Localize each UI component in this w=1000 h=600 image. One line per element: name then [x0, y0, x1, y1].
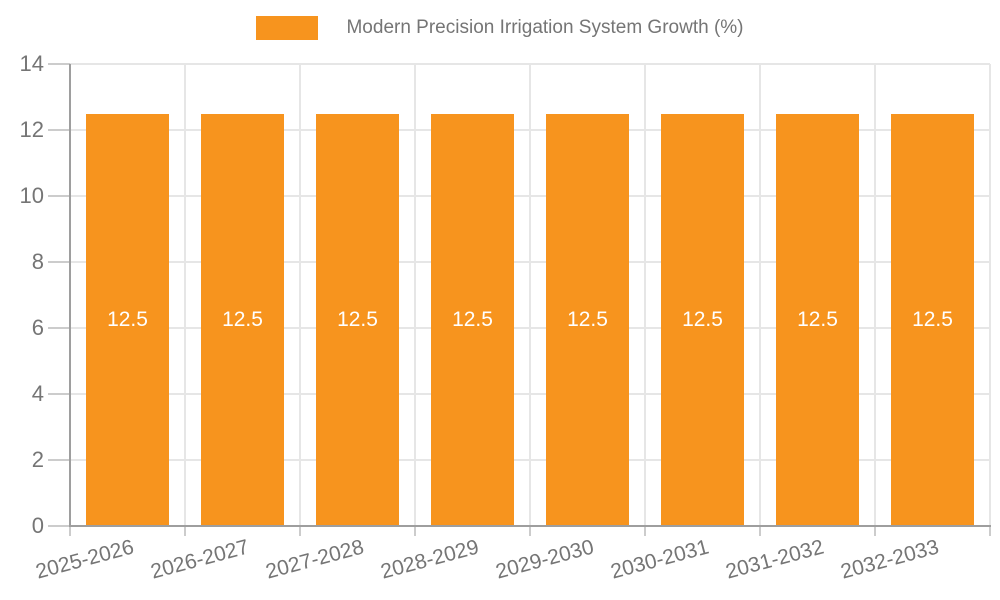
gridline-vertical	[414, 64, 416, 526]
bar-value-label: 12.5	[452, 307, 493, 331]
bar-value-label: 12.5	[107, 307, 148, 331]
x-axis-tick	[759, 527, 761, 536]
gridline-vertical	[989, 64, 991, 526]
gridline-vertical	[874, 64, 876, 526]
bar	[546, 113, 629, 526]
x-axis-baseline	[69, 525, 991, 527]
y-axis-tick-label: 12	[19, 117, 44, 142]
y-axis-tick-label: 4	[31, 381, 44, 406]
x-axis-tick-label: 2027-2028	[263, 535, 367, 584]
bar-value-label: 12.5	[682, 307, 723, 331]
bar-value-label: 12.5	[337, 307, 378, 331]
x-axis-tick-label: 2028-2029	[378, 535, 482, 584]
bar	[316, 113, 399, 526]
bar-value-label: 12.5	[912, 307, 953, 331]
x-axis-tick	[989, 527, 991, 536]
bar-value-label: 12.5	[567, 307, 608, 331]
y-axis-tick-label: 0	[31, 513, 44, 538]
bar	[86, 113, 169, 526]
y-axis-tick-label: 10	[19, 183, 44, 208]
y-axis-tick	[48, 393, 70, 395]
x-axis-tick	[414, 527, 416, 536]
x-axis-tick-label: 2025-2026	[33, 535, 137, 584]
bar-value-label: 12.5	[797, 307, 838, 331]
y-axis-tick-label: 6	[31, 315, 44, 340]
bar	[891, 113, 974, 526]
y-axis-tick	[48, 129, 70, 131]
legend-swatch-icon	[256, 16, 319, 40]
y-axis-tick	[48, 261, 70, 263]
chart-legend: Modern Precision Irrigation System Growt…	[0, 16, 1000, 40]
gridline-vertical	[529, 64, 531, 526]
x-axis-tick-label: 2030-2031	[608, 535, 712, 584]
legend-item[interactable]: Modern Precision Irrigation System Growt…	[256, 16, 744, 40]
x-axis-tick-label: 2029-2030	[493, 535, 597, 584]
x-axis-tick	[69, 527, 71, 536]
bar-value-label: 12.5	[222, 307, 263, 331]
gridline-vertical	[299, 64, 301, 526]
x-axis-tick-label: 2031-2032	[723, 535, 827, 584]
y-axis-tick-label: 8	[31, 249, 44, 274]
gridline-vertical	[184, 64, 186, 526]
x-axis-tick	[874, 527, 876, 536]
y-axis-tick	[48, 459, 70, 461]
gridline-vertical	[644, 64, 646, 526]
bar	[661, 113, 744, 526]
bar	[201, 113, 284, 526]
bar	[431, 113, 514, 526]
x-axis-tick	[184, 527, 186, 536]
x-axis-tick-label: 2032-2033	[838, 535, 942, 584]
y-axis-tick	[48, 63, 70, 65]
y-axis-tick-label: 2	[31, 447, 44, 472]
gridline-vertical	[759, 64, 761, 526]
x-axis-tick	[529, 527, 531, 536]
bar	[776, 113, 859, 526]
legend-label: Modern Precision Irrigation System Growt…	[346, 17, 744, 38]
y-axis-tick	[48, 525, 70, 527]
y-axis-tick-label: 14	[19, 51, 44, 76]
x-axis-tick	[299, 527, 301, 536]
x-axis-tick-label: 2026-2027	[148, 535, 252, 584]
y-axis-tick	[48, 195, 70, 197]
y-axis-tick	[48, 327, 70, 329]
x-axis-tick	[644, 527, 646, 536]
y-axis-line	[69, 64, 71, 527]
